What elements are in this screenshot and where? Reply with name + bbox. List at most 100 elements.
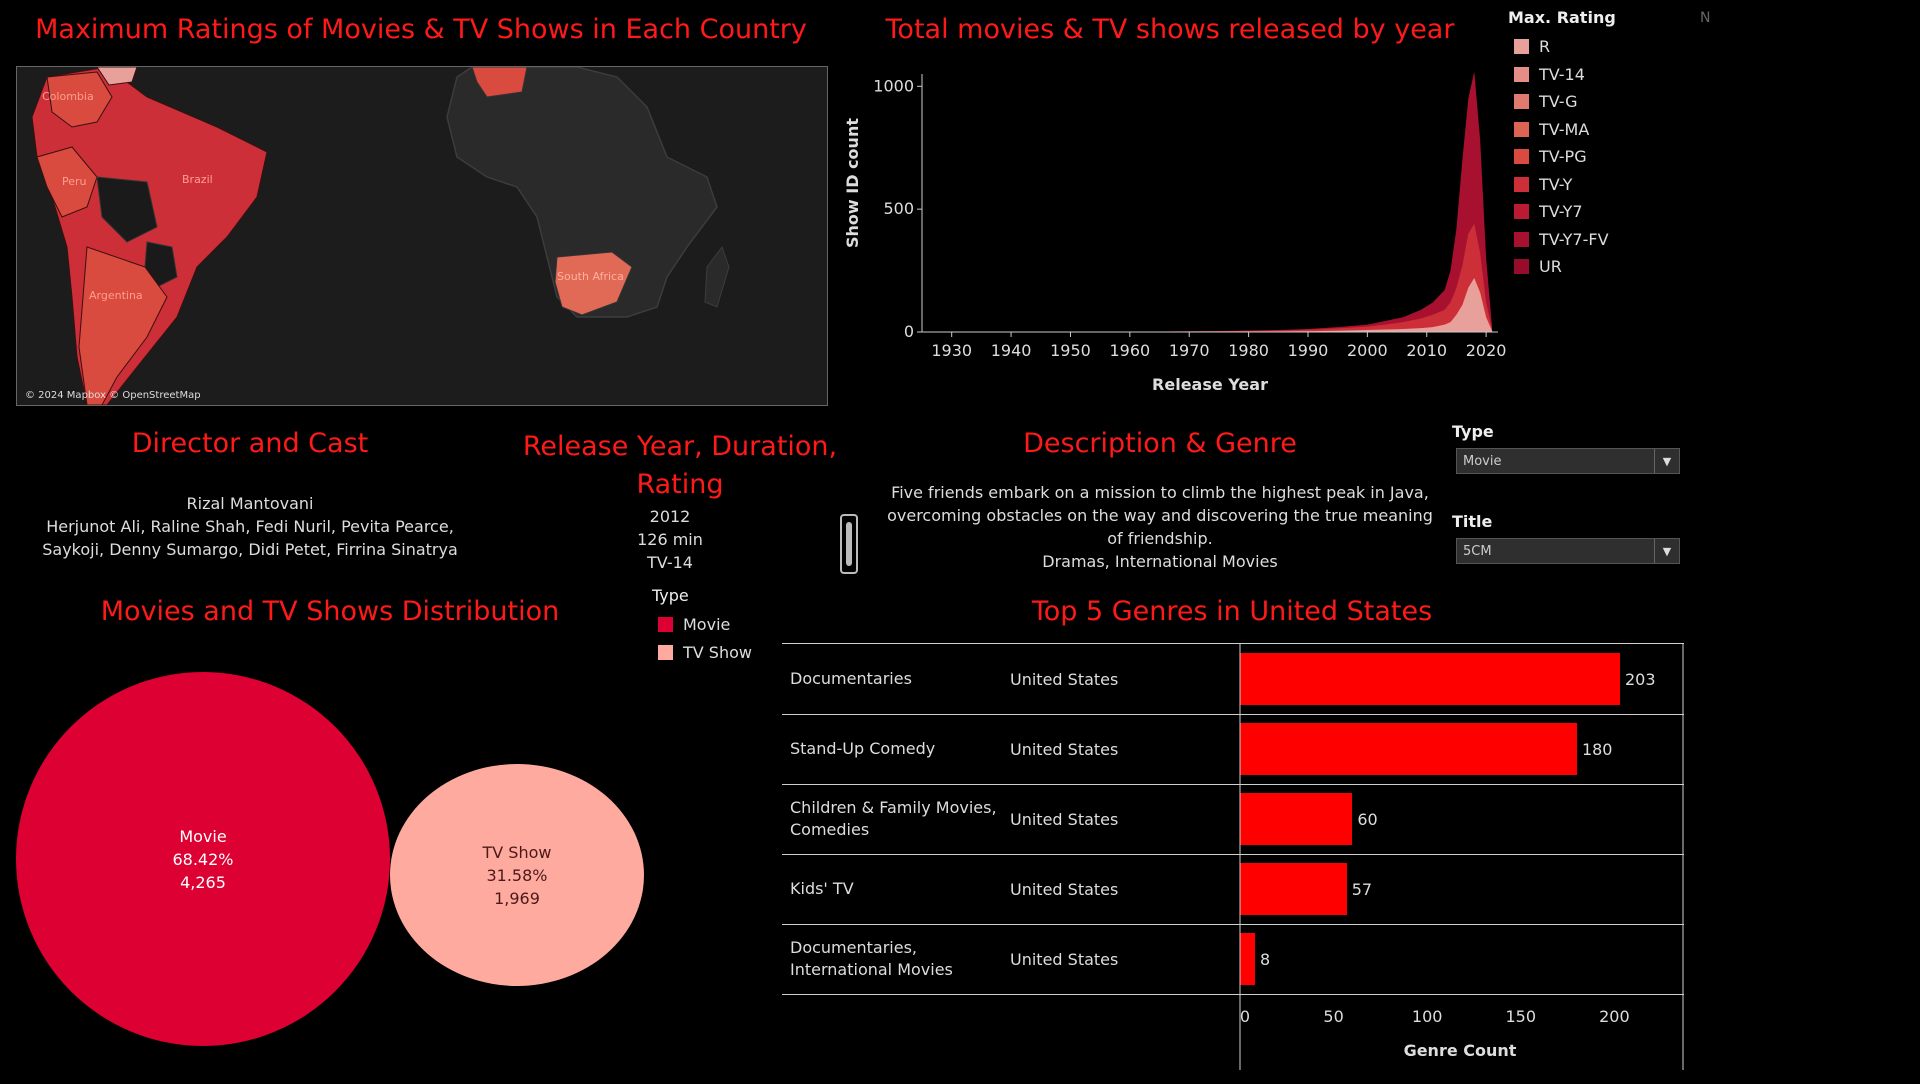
type-filter-dropdown[interactable]: Movie ▼ — [1456, 448, 1680, 474]
description-text: Five friends embark on a mission to clim… — [887, 483, 1433, 548]
rating-swatch — [1514, 204, 1529, 220]
type-filter-label: Type — [1452, 422, 1494, 441]
genre-table-top-border — [782, 643, 1684, 644]
type-legend-movie[interactable]: Movie — [652, 611, 752, 639]
genre-text: Dramas, International Movies — [1042, 552, 1278, 571]
title-filter-label: Title — [1452, 512, 1493, 531]
chevron-down-icon[interactable]: ▼ — [1654, 539, 1679, 563]
tvshow-circle-count: 1,969 — [494, 888, 540, 908]
genre-bar-value: 180 — [1581, 739, 1613, 759]
rating-legend-label: R — [1539, 37, 1551, 57]
rating-legend-item[interactable]: TV-Y7 — [1508, 198, 1616, 226]
rating-swatch — [1514, 259, 1529, 275]
area-chart-title: Total movies & TV shows released by year — [885, 14, 1455, 45]
country-argentina — [78, 246, 168, 405]
release-year-area-chart[interactable]: 0 500 1000 1930 1940 1950 1960 1970 1980 1990 2000… — [838, 64, 1518, 414]
rating-legend-label: TV-Y7-FV — [1539, 229, 1609, 249]
genre-country: United States — [1010, 879, 1119, 899]
release-info-title: Release Year, Duration, Rating — [522, 431, 838, 500]
corner-mark: N — [1700, 10, 1711, 26]
tvshow-circle[interactable]: TV Show 31.58% 1,969 — [390, 764, 644, 986]
country-peru — [36, 146, 98, 218]
chevron-down-icon[interactable]: ▼ — [1654, 449, 1679, 473]
genre-row[interactable]: Stand-Up Comedy United States 180 — [782, 714, 1684, 785]
title-filter-value: 5CM — [1463, 543, 1492, 559]
genre-country: United States — [1010, 809, 1119, 829]
country-colombia — [46, 71, 113, 128]
director-name: Rizal Mantovani — [186, 494, 314, 513]
tvshow-circle-percent: 31.58% — [486, 865, 548, 885]
genre-row[interactable]: Kids' TV United States 57 — [782, 854, 1684, 925]
area-x-tick: 2000 — [1347, 341, 1388, 360]
type-legend-title: Type — [652, 586, 689, 605]
genre-row[interactable]: Documentaries United States 203 — [782, 644, 1684, 715]
tvshow-legend-label: TV Show — [683, 642, 752, 662]
rating-legend-item[interactable]: TV-Y7-FV — [1508, 226, 1616, 254]
rating-swatch — [1514, 39, 1529, 55]
africa-landmass — [446, 67, 718, 318]
area-x-tick: 1950 — [1050, 341, 1091, 360]
genre-bar[interactable] — [1240, 933, 1255, 985]
area-x-tick: 1940 — [991, 341, 1032, 360]
type-filter-value: Movie — [1463, 453, 1502, 469]
movie-circle[interactable]: Movie 68.42% 4,265 — [16, 672, 390, 1046]
world-map[interactable]: Colombia Peru Brazil Argentina South Afr… — [16, 66, 828, 406]
scroll-handle[interactable] — [840, 514, 858, 574]
genre-row[interactable]: Documentaries, International Movies Unite… — [782, 924, 1684, 995]
rating-legend-label: TV-G — [1539, 92, 1578, 112]
area-series-0[interactable] — [922, 71, 1493, 333]
area-x-tick: 1980 — [1228, 341, 1269, 360]
rating-swatch — [1514, 121, 1529, 137]
country-paraguay-dark — [144, 241, 178, 288]
genre-bar-value: 203 — [1625, 669, 1656, 689]
rating-legend-item[interactable]: TV-14 — [1508, 61, 1616, 89]
rating-legend-item[interactable]: R — [1508, 33, 1616, 61]
rating-swatch — [1514, 94, 1529, 110]
area-x-tick: 1990 — [1288, 341, 1329, 360]
map-title: Maximum Ratings of Movies & TV Shows in … — [35, 14, 807, 45]
genre-bar[interactable] — [1240, 723, 1577, 775]
rating-legend-item[interactable]: TV-Y — [1508, 171, 1616, 199]
title-filter-dropdown[interactable]: 5CM ▼ — [1456, 538, 1680, 564]
rating-legend-item[interactable]: TV-MA — [1508, 116, 1616, 144]
genre-country: United States — [1010, 739, 1119, 759]
type-legend-tvshow[interactable]: TV Show — [652, 639, 752, 667]
rating-legend-item[interactable]: TV-G — [1508, 88, 1616, 116]
rating: TV-14 — [647, 553, 693, 572]
genre-row[interactable]: Children & Family Movies, Comedies United… — [782, 784, 1684, 855]
area-y-tick: 0 — [904, 322, 914, 341]
area-series-1[interactable] — [922, 223, 1493, 332]
country-venezuela-light — [96, 67, 138, 86]
genre-bar-value: 60 — [1357, 809, 1378, 829]
map-label-colombia: Colombia — [42, 90, 94, 103]
area-x-tick: 1960 — [1109, 341, 1150, 360]
map-label-peru: Peru — [62, 175, 87, 188]
type-legend: Type Movie TV Show — [652, 586, 752, 666]
rating-legend-item[interactable]: TV-PG — [1508, 143, 1616, 171]
genre-axis-tick: 200 — [1599, 1007, 1630, 1026]
tvshow-swatch — [658, 644, 673, 660]
map-label-south-africa: South Africa — [557, 270, 624, 283]
area-x-tick: 2020 — [1466, 341, 1507, 360]
area-y-tick: 1000 — [873, 76, 914, 95]
area-x-title: Release Year — [1152, 375, 1268, 394]
rating-legend-label: TV-14 — [1539, 64, 1585, 84]
genre-axis-tick: 100 — [1412, 1007, 1443, 1026]
rating-swatch — [1514, 176, 1529, 192]
area-x-tick: 1930 — [931, 341, 972, 360]
country-morocco-region — [471, 67, 528, 98]
release-year: 2012 — [649, 507, 691, 526]
genre-bar[interactable] — [1240, 653, 1620, 705]
rating-legend-title: Max. Rating — [1508, 8, 1616, 27]
rating-legend-item[interactable]: UR — [1508, 253, 1616, 281]
rating-legend-label: TV-PG — [1539, 147, 1587, 167]
distribution-title: Movies and TV Shows Distribution — [100, 596, 560, 627]
genre-bar[interactable] — [1240, 863, 1347, 915]
area-x-tick: 2010 — [1406, 341, 1447, 360]
tvshow-circle-label: TV Show — [482, 842, 552, 862]
genre-bar[interactable] — [1240, 793, 1353, 845]
movie-swatch — [658, 617, 673, 633]
madagascar — [704, 245, 730, 308]
description-genre-title: Description & Genre — [1023, 428, 1297, 459]
movie-circle-count: 4,265 — [180, 872, 226, 892]
